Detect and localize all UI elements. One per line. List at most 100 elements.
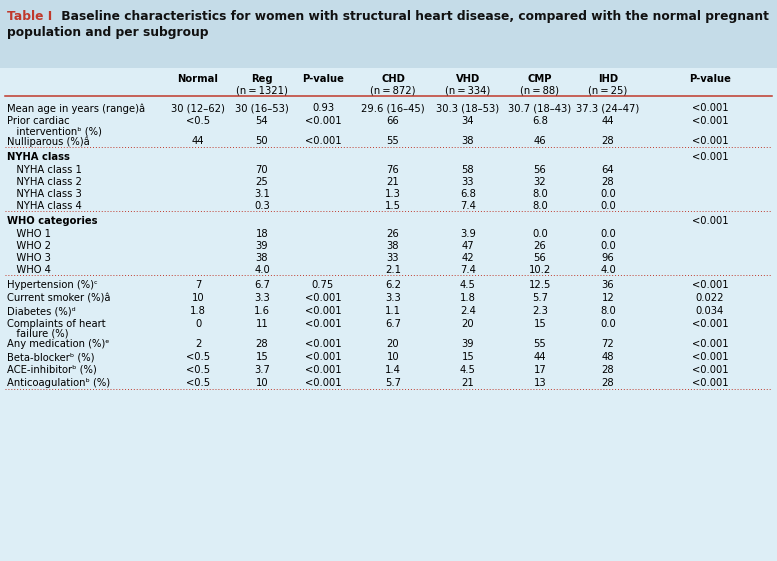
- Text: WHO 4: WHO 4: [7, 265, 51, 275]
- Text: CMP: CMP: [528, 74, 552, 84]
- Text: 4.5: 4.5: [460, 280, 476, 290]
- Text: 2.3: 2.3: [532, 306, 548, 316]
- Text: 2: 2: [195, 339, 201, 349]
- Text: 10.2: 10.2: [529, 265, 551, 275]
- Text: 38: 38: [387, 241, 399, 251]
- Text: 25: 25: [256, 177, 268, 187]
- Text: 38: 38: [462, 136, 474, 146]
- Text: <0.001: <0.001: [692, 103, 728, 113]
- Text: 42: 42: [462, 253, 474, 263]
- Text: Beta-blockerᵇ (%): Beta-blockerᵇ (%): [7, 352, 95, 362]
- Text: 21: 21: [462, 378, 475, 388]
- Text: 10: 10: [192, 293, 204, 303]
- Text: failure (%): failure (%): [7, 329, 68, 339]
- Text: 0.0: 0.0: [600, 201, 616, 211]
- Text: 3.7: 3.7: [254, 365, 270, 375]
- Text: 15: 15: [534, 319, 546, 329]
- Text: Diabetes (%)ᵈ: Diabetes (%)ᵈ: [7, 306, 75, 316]
- Text: NYHA class: NYHA class: [7, 152, 70, 162]
- Text: Current smoker (%)â: Current smoker (%)â: [7, 293, 110, 303]
- Text: <0.001: <0.001: [305, 365, 341, 375]
- Text: 0.0: 0.0: [600, 241, 616, 251]
- Text: 5.7: 5.7: [532, 293, 548, 303]
- Text: 10: 10: [256, 378, 268, 388]
- Text: 28: 28: [601, 136, 615, 146]
- Text: 37.3 (24–47): 37.3 (24–47): [577, 103, 639, 113]
- Text: NYHA class 1: NYHA class 1: [7, 165, 82, 175]
- Text: 44: 44: [601, 116, 615, 126]
- Text: 12: 12: [601, 293, 615, 303]
- Bar: [0, 0, 777, 68]
- Text: 30 (12–62): 30 (12–62): [171, 103, 225, 113]
- Text: 38: 38: [256, 253, 268, 263]
- Text: 3.9: 3.9: [460, 229, 476, 239]
- Text: 4.0: 4.0: [600, 265, 616, 275]
- Text: 10: 10: [387, 352, 399, 362]
- Text: <0.001: <0.001: [692, 319, 728, 329]
- Text: 5.7: 5.7: [385, 378, 401, 388]
- Text: 47: 47: [462, 241, 474, 251]
- Text: 55: 55: [387, 136, 399, 146]
- Text: <0.001: <0.001: [305, 306, 341, 316]
- Text: 20: 20: [462, 319, 474, 329]
- Text: 8.0: 8.0: [532, 189, 548, 199]
- Text: 56: 56: [534, 165, 546, 175]
- Text: 28: 28: [601, 177, 615, 187]
- Text: Table I: Table I: [7, 10, 52, 23]
- Text: 21: 21: [387, 177, 399, 187]
- Text: 33: 33: [387, 253, 399, 263]
- Text: <0.001: <0.001: [305, 352, 341, 362]
- Text: 29.6 (16–45): 29.6 (16–45): [361, 103, 425, 113]
- Text: Baseline characteristics for women with structural heart disease, compared with : Baseline characteristics for women with …: [57, 10, 769, 23]
- Text: <0.001: <0.001: [305, 339, 341, 349]
- Text: 1.5: 1.5: [385, 201, 401, 211]
- Text: <0.001: <0.001: [305, 293, 341, 303]
- Text: 30 (16–53): 30 (16–53): [235, 103, 289, 113]
- Text: 64: 64: [601, 165, 615, 175]
- Text: 15: 15: [256, 352, 268, 362]
- Text: population and per subgroup: population and per subgroup: [7, 26, 208, 39]
- Text: 70: 70: [256, 165, 268, 175]
- Text: 6.8: 6.8: [460, 189, 476, 199]
- Text: 28: 28: [601, 365, 615, 375]
- Text: 72: 72: [601, 339, 615, 349]
- Text: P-value: P-value: [302, 74, 344, 84]
- Text: Hypertension (%)ᶜ: Hypertension (%)ᶜ: [7, 280, 98, 290]
- Text: 0: 0: [195, 319, 201, 329]
- Text: 4.0: 4.0: [254, 265, 270, 275]
- Text: 11: 11: [256, 319, 268, 329]
- Text: 30.7 (18–43): 30.7 (18–43): [508, 103, 572, 113]
- Text: <0.001: <0.001: [692, 136, 728, 146]
- Text: (n = 88): (n = 88): [521, 85, 559, 95]
- Text: P-value: P-value: [689, 74, 731, 84]
- Text: <0.001: <0.001: [305, 116, 341, 126]
- Text: <0.001: <0.001: [692, 216, 728, 226]
- Text: 20: 20: [387, 339, 399, 349]
- Text: 76: 76: [387, 165, 399, 175]
- Text: ACE-inhibitorᵇ (%): ACE-inhibitorᵇ (%): [7, 365, 97, 375]
- Text: WHO 1: WHO 1: [7, 229, 51, 239]
- Text: <0.001: <0.001: [305, 319, 341, 329]
- Text: 7.4: 7.4: [460, 201, 476, 211]
- Text: 58: 58: [462, 165, 474, 175]
- Text: <0.001: <0.001: [305, 136, 341, 146]
- Text: 7: 7: [195, 280, 201, 290]
- Text: 13: 13: [534, 378, 546, 388]
- Text: 26: 26: [534, 241, 546, 251]
- Text: 6.2: 6.2: [385, 280, 401, 290]
- Text: 1.3: 1.3: [385, 189, 401, 199]
- Text: 0.0: 0.0: [600, 189, 616, 199]
- Text: 3.3: 3.3: [254, 293, 270, 303]
- Text: Reg: Reg: [251, 74, 273, 84]
- Text: (n = 872): (n = 872): [371, 85, 416, 95]
- Text: <0.001: <0.001: [692, 152, 728, 162]
- Text: IHD: IHD: [598, 74, 618, 84]
- Text: <0.001: <0.001: [305, 378, 341, 388]
- Text: 0.93: 0.93: [312, 103, 334, 113]
- Text: 39: 39: [256, 241, 268, 251]
- Text: (n = 25): (n = 25): [588, 85, 628, 95]
- Text: CHD: CHD: [381, 74, 405, 84]
- Text: 46: 46: [534, 136, 546, 146]
- Text: 1.1: 1.1: [385, 306, 401, 316]
- Text: NYHA class 4: NYHA class 4: [7, 201, 82, 211]
